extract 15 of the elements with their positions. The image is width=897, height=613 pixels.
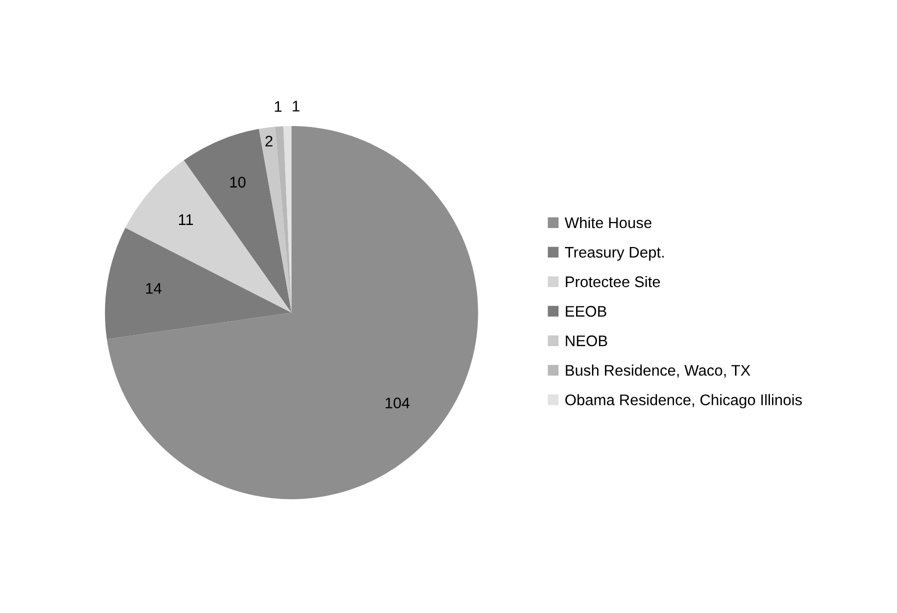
data-label: 14 — [146, 283, 162, 294]
data-label: 1 — [274, 101, 282, 112]
pie-slice — [106, 126, 478, 500]
data-label: 10 — [230, 176, 246, 188]
legend-label: Protectee Site — [566, 276, 660, 288]
data-label: 104 — [386, 398, 410, 408]
data-label: 1 — [292, 100, 300, 112]
legend-label: Obama Residence, Chicago Illinois — [565, 394, 802, 408]
data-label: 2 — [265, 136, 272, 146]
legend-label: NEOB — [566, 335, 608, 346]
legend-label: White House — [564, 216, 652, 228]
legend-label: Treasury Dept. — [564, 247, 664, 261]
legend-label: EEOB — [566, 306, 606, 317]
data-label: 11 — [179, 214, 193, 225]
legend-label: Bush Residence, Waco, TX — [566, 364, 750, 378]
